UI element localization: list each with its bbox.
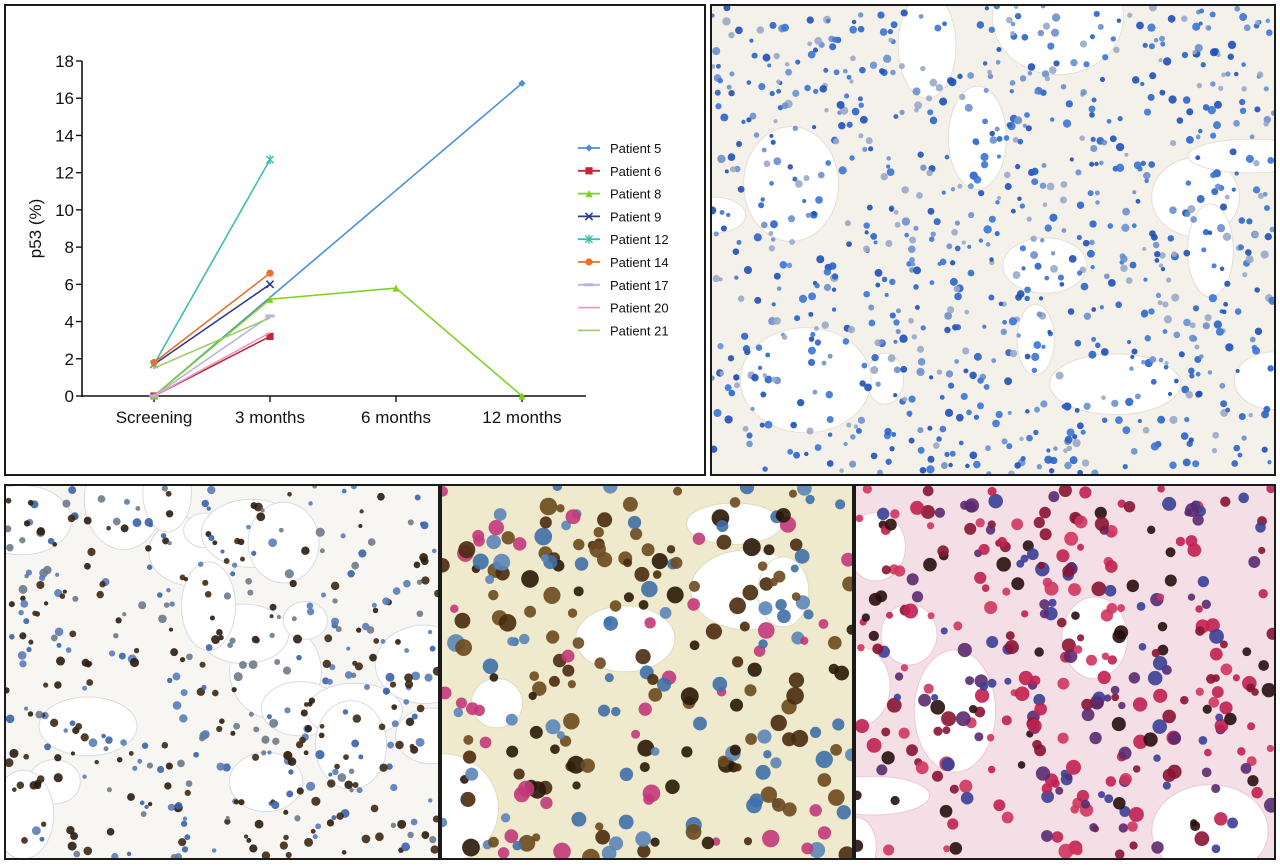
x-tick-label: 6 months [361, 408, 431, 427]
legend-item: Patient 8 [578, 187, 661, 202]
data-point [518, 79, 526, 87]
data-point [266, 332, 274, 341]
y-axis-title: p53 (%) [26, 199, 45, 259]
series-line [153, 283, 271, 366]
series-patient-20 [153, 332, 271, 397]
legend-marker [585, 144, 593, 152]
histology-image-bottom-left [4, 484, 440, 860]
legend-item: Patient 12 [578, 232, 669, 247]
y-tick-label: 16 [55, 89, 74, 108]
legend-label: Patient 5 [610, 141, 661, 156]
histology-image-top-right [710, 4, 1276, 476]
x-tick-label: 3 months [235, 408, 305, 427]
data-point [518, 392, 526, 400]
legend-item: Patient 5 [578, 141, 661, 156]
data-point [265, 155, 275, 165]
series-line [153, 317, 271, 369]
legend-marker [584, 234, 594, 244]
y-tick-label: 18 [55, 52, 74, 71]
legend-label: Patient 6 [610, 164, 661, 179]
p53-line-chart-panel: 0 2 4 6 8 10 12 14 16 18 Screening 3 months 6 months… [4, 4, 706, 476]
legend-marker [585, 167, 593, 175]
data-point [265, 280, 275, 289]
legend-marker [585, 190, 593, 198]
legend-label: Patient 14 [610, 255, 669, 270]
legend-label: Patient 21 [610, 323, 669, 338]
data-point [150, 358, 158, 367]
y-tick-label: 12 [55, 164, 74, 183]
series-line [153, 287, 523, 397]
series-patient-14 [150, 269, 274, 367]
legend-label: Patient 20 [610, 301, 669, 316]
series-patient-21 [153, 317, 271, 369]
legend-marker [584, 283, 594, 287]
data-point [266, 295, 274, 303]
series-line [153, 272, 271, 364]
y-tick-label: 0 [65, 387, 74, 406]
legend-item: Patient 17 [578, 278, 669, 293]
histology-image-bottom-right [854, 484, 1276, 860]
y-tick-label: 14 [55, 126, 74, 145]
x-tick-label: 12 months [482, 408, 561, 427]
p53-line-chart: 0 2 4 6 8 10 12 14 16 18 Screening 3 months 6 months… [26, 52, 669, 427]
series-line [153, 159, 271, 365]
legend-marker [584, 212, 594, 221]
y-tick-label: 2 [65, 350, 74, 369]
series-patient-12 [149, 155, 275, 369]
legend-label: Patient 9 [610, 209, 661, 224]
legend-item: Patient 20 [578, 301, 669, 316]
y-tick-label: 6 [65, 275, 74, 294]
legend-item: Patient 6 [578, 164, 661, 179]
legend-marker [585, 258, 593, 266]
histology-image-bottom-middle [440, 484, 854, 860]
series-line [153, 315, 271, 397]
legend-label: Patient 12 [610, 232, 669, 247]
y-tick-label: 10 [55, 201, 74, 220]
legend-item: Patient 9 [578, 209, 661, 224]
histology-bottom-left-image [6, 486, 438, 858]
x-tick-label: Screening [116, 408, 193, 427]
y-tick-label: 8 [65, 238, 74, 257]
legend-label: Patient 8 [610, 187, 661, 202]
y-tick-label: 4 [65, 313, 74, 332]
histology-bottom-middle-image [442, 486, 852, 858]
legend-item: Patient 21 [578, 323, 669, 338]
data-point [265, 314, 275, 318]
legend-item: Patient 14 [578, 255, 669, 270]
data-point [392, 284, 400, 292]
histology-top-right-image [712, 6, 1274, 474]
legend-label: Patient 17 [610, 278, 669, 293]
histology-bottom-right-image [856, 486, 1274, 858]
series-line [153, 332, 271, 397]
data-point [266, 269, 274, 277]
series-patient-8 [150, 284, 526, 400]
